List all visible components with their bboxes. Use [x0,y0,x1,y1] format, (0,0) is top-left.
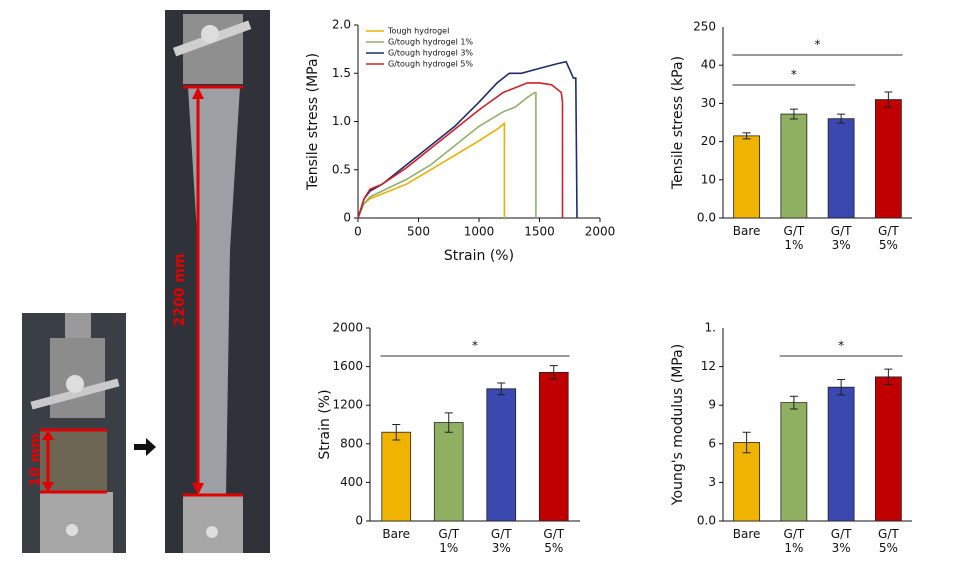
y-tick-label: 30 [701,96,716,110]
bar [827,386,855,522]
y-axis-label: Tensile stress (MPa) [305,53,321,191]
error-bar [884,91,893,108]
x-tick-label: G/T 5% [543,527,565,555]
y-tick-label: 2.0 [332,18,351,32]
bar [780,402,808,522]
y-tick-label: 10 [701,172,716,186]
error-bar [392,424,401,441]
y-tick-label: 6 [708,436,716,450]
arrow [134,438,156,456]
x-tick-label: G/T 3% [490,527,512,555]
error-bar [789,395,798,410]
line-series [357,121,506,219]
bar [433,422,464,522]
error-bar [549,365,558,380]
x-tick-label: 1000 [464,225,495,239]
y-axis-label: Tensile stress (kPa) [670,56,686,190]
error-bar [884,368,893,386]
legend-label: G/tough hydrogel 1% [388,38,473,47]
y-tick-label: 0 [355,514,363,528]
x-tick-label: Bare [732,224,761,238]
x-tick-label: 0 [354,225,362,239]
legend-label: G/tough hydrogel 5% [388,60,473,69]
x-tick-label: G/T 3% [830,527,852,555]
x-tick-label: G/T 5% [878,224,899,252]
x-tick-label: G/T 5% [878,527,899,555]
y-tick-label: 1.0 [332,114,351,128]
y-tick-label: 1600 [332,359,363,373]
x-tick-label: Bare [382,527,411,541]
y-tick-label: 9 [708,398,716,412]
y-tick-label: 0 [343,211,351,225]
y-tick-label: 12 [701,359,716,373]
bar [733,135,761,219]
bar [874,99,902,219]
line-series [357,60,578,219]
error-bar [497,382,506,396]
bar [381,431,412,522]
significance-label: * [815,38,821,52]
significance-label: * [838,339,844,353]
photo-small: 10 mm [22,313,126,553]
x-tick-label: 1500 [524,225,555,239]
significance-label: * [472,339,478,353]
y-tick-label: 800 [340,436,363,450]
x-axis-label: Strain (%) [444,248,514,264]
x-tick-label: 2000 [585,225,616,239]
bar [780,113,808,219]
bar [733,442,761,522]
error-bar [444,412,453,433]
x-tick-label: G/T 1% [783,527,805,555]
photo-large: 2200 mm [165,10,270,553]
y-tick-label: 1200 [332,398,363,412]
x-tick-label: G/T 1% [438,527,460,555]
significance-label: * [791,68,797,82]
error-bar [742,431,751,454]
y-tick-label: 40 [701,58,716,72]
photo-label: 10 mm [28,433,44,487]
y-tick-label: 1.5 [332,66,351,80]
y-tick-label: 0.0 [697,514,716,528]
y-tick-label: 1. [705,321,716,335]
error-bar [789,108,798,120]
y-tick-label: 0.0 [697,211,716,225]
y-tick-label: 0.5 [332,162,351,176]
bar [486,388,517,522]
error-bar [837,378,846,396]
legend-label: Tough hydrogel [387,27,449,36]
bar [874,376,902,522]
x-tick-label: G/T 1% [783,224,805,252]
y-tick-label: 3 [708,475,716,489]
x-tick-label: 500 [407,225,430,239]
x-tick-label: G/T 3% [830,224,852,252]
y-tick-label: 250 [693,20,716,34]
y-axis-label: Young's modulus (MPa) [670,344,686,506]
bar [827,118,855,219]
line-series [357,82,564,219]
photo-label: 2200 mm [172,253,188,326]
bar [538,371,569,522]
error-bar [742,132,751,140]
y-tick-label: 2000 [332,321,363,335]
y-tick-label: 400 [340,475,363,489]
y-tick-label: 20 [701,134,716,148]
line-series [357,91,537,219]
legend-label: G/tough hydrogel 3% [388,49,473,58]
error-bar [837,113,846,124]
x-tick-label: Bare [732,527,761,541]
y-axis-label: Strain (%) [317,389,333,459]
